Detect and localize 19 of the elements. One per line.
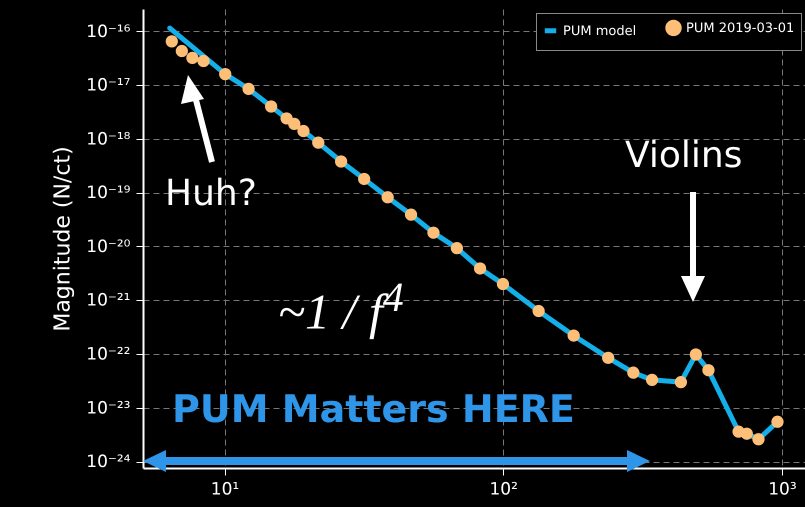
y-tick-label: 10⁻²⁰ — [86, 236, 131, 257]
y-tick-label: 10⁻²³ — [86, 398, 130, 418]
y-tick-label: 10⁻¹⁶ — [86, 22, 131, 42]
x-tick-label: 10³ — [768, 480, 797, 500]
y-tick-label: 10⁻²² — [86, 344, 130, 365]
x-tick-label: 10¹ — [210, 480, 240, 500]
y-tick-label: 10⁻¹⁸ — [86, 129, 131, 150]
annotation: ~1 / f$^{4}$ — [278, 275, 404, 340]
y-tick-label: 10⁻²¹ — [86, 290, 130, 311]
x-tick-label: 10² — [489, 480, 518, 500]
y-axis-title: Magnitude (N/ct) — [50, 146, 76, 332]
y-tick-label: 10⁻¹⁹ — [86, 183, 131, 204]
annotation: Huh? — [165, 173, 257, 214]
legend-label: PUM 2019-03-01 — [686, 20, 794, 36]
annotation: Violins — [625, 135, 742, 176]
y-tick-label: 10⁻¹⁷ — [86, 76, 131, 96]
legend-label: PUM model — [563, 24, 636, 39]
annotation: PUM Matters HERE — [172, 387, 575, 431]
y-tick-label: 10⁻²⁴ — [86, 452, 131, 472]
